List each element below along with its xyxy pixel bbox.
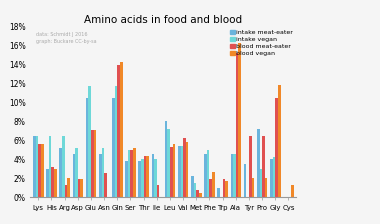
Bar: [88, 86, 91, 197]
Bar: [244, 164, 246, 197]
Bar: [170, 147, 173, 197]
Bar: [112, 98, 115, 197]
Text: data: Schmidt J 2016
graph: Buckare CC-by-sa: data: Schmidt J 2016 graph: Buckare CC-b…: [36, 32, 97, 44]
Bar: [91, 130, 93, 197]
Bar: [101, 148, 104, 197]
Bar: [120, 62, 123, 197]
Bar: [217, 188, 220, 197]
Legend: intake meat-eater, intake vegan, blood meat-eater, blood vegan: intake meat-eater, intake vegan, blood m…: [230, 30, 293, 56]
Bar: [265, 178, 268, 197]
Bar: [204, 154, 207, 197]
Bar: [209, 179, 212, 197]
Bar: [133, 148, 136, 197]
Bar: [207, 150, 209, 197]
Bar: [86, 98, 88, 197]
Bar: [231, 154, 233, 197]
Bar: [49, 136, 51, 197]
Bar: [62, 136, 65, 197]
Bar: [36, 136, 38, 197]
Bar: [54, 169, 57, 197]
Bar: [33, 136, 36, 197]
Bar: [141, 159, 144, 197]
Bar: [67, 178, 70, 197]
Bar: [262, 136, 265, 197]
Bar: [278, 85, 280, 197]
Bar: [236, 53, 239, 197]
Bar: [104, 172, 107, 197]
Bar: [144, 155, 146, 197]
Bar: [59, 148, 62, 197]
Bar: [41, 144, 44, 197]
Bar: [194, 183, 196, 197]
Bar: [212, 172, 215, 197]
Bar: [157, 185, 160, 197]
Bar: [165, 121, 167, 197]
Bar: [249, 136, 252, 197]
Bar: [152, 154, 154, 197]
Bar: [173, 144, 175, 197]
Bar: [65, 185, 67, 197]
Title: Amino acids in food and blood: Amino acids in food and blood: [84, 15, 242, 25]
Bar: [252, 178, 254, 197]
Bar: [257, 129, 260, 197]
Bar: [125, 161, 128, 197]
Bar: [233, 154, 236, 197]
Bar: [154, 159, 157, 197]
Bar: [128, 150, 130, 197]
Bar: [146, 155, 149, 197]
Bar: [199, 193, 201, 197]
Bar: [276, 98, 278, 197]
Bar: [178, 146, 180, 197]
Bar: [270, 159, 273, 197]
Bar: [180, 146, 183, 197]
Bar: [225, 181, 228, 197]
Bar: [75, 148, 78, 197]
Bar: [239, 43, 241, 197]
Bar: [291, 185, 294, 197]
Bar: [260, 169, 262, 197]
Bar: [38, 144, 41, 197]
Bar: [183, 138, 186, 197]
Bar: [93, 130, 96, 197]
Bar: [191, 176, 194, 197]
Bar: [78, 179, 81, 197]
Bar: [130, 150, 133, 197]
Bar: [186, 142, 188, 197]
Bar: [99, 154, 101, 197]
Bar: [81, 179, 83, 197]
Bar: [73, 154, 75, 197]
Bar: [273, 157, 276, 197]
Bar: [115, 86, 117, 197]
Bar: [117, 65, 120, 197]
Bar: [223, 179, 225, 197]
Bar: [138, 161, 141, 197]
Bar: [167, 129, 170, 197]
Bar: [46, 169, 49, 197]
Bar: [51, 167, 54, 197]
Bar: [196, 190, 199, 197]
